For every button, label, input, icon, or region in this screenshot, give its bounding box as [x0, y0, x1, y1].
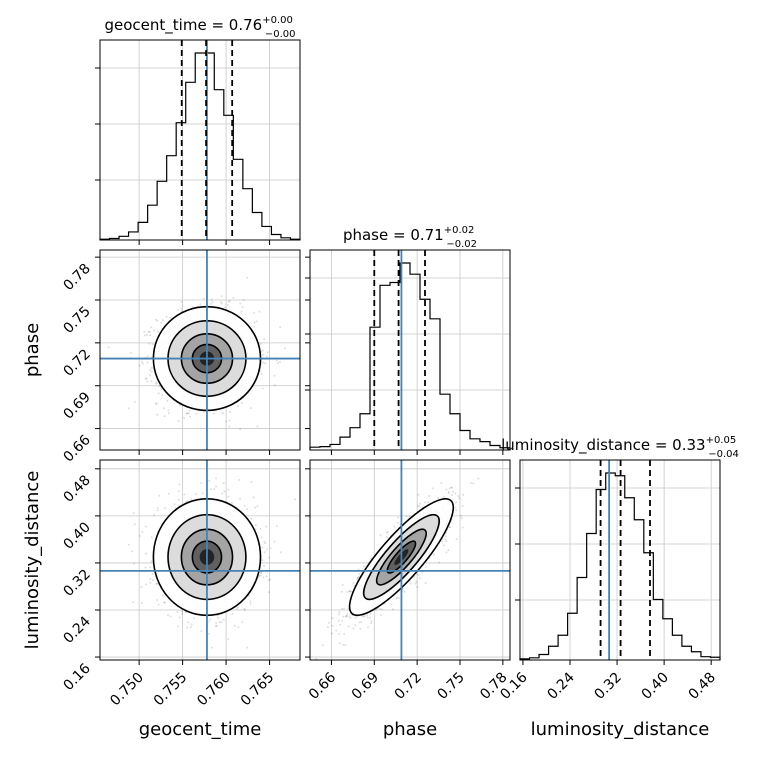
xlabel-geocent_time: geocent_time: [139, 719, 262, 740]
ytick-label-phase: 0.75: [60, 304, 93, 337]
ytick-label-phase: 0.66: [60, 432, 93, 465]
xtick-label-phase: 0.69: [349, 670, 382, 703]
xtick-label-luminosity_distance: 0.48: [686, 670, 719, 703]
hist-frame-geocent_time: [99, 39, 301, 241]
panel-phase-luminosity_distance: [310, 460, 510, 660]
title-geocent_time: geocent_time = 0.76+0.00 −0.00: [105, 15, 296, 40]
xtick-label-geocent_time: 0.765: [238, 670, 278, 710]
panel-geocent_time-phase: [100, 250, 300, 450]
xtick-label-phase: 0.75: [434, 670, 467, 703]
ytick-label-luminosity_distance: 0.48: [60, 472, 93, 505]
xtick-label-luminosity_distance: 0.32: [592, 670, 625, 703]
hist-frame-phase: [309, 249, 511, 451]
xlabel-luminosity_distance: luminosity_distance: [531, 719, 710, 740]
ytick-label-phase: 0.78: [60, 261, 93, 294]
ytick-label-luminosity_distance: 0.16: [60, 661, 93, 694]
xtick-label-geocent_time: 0.755: [151, 670, 191, 710]
histogram-phase: [309, 262, 511, 450]
panel-frame-phase-luminosity_distance: [309, 459, 511, 661]
title-phase: phase = 0.71+0.02 −0.02: [343, 225, 477, 250]
grid-0-0: [100, 40, 300, 240]
xtick-label-geocent_time: 0.750: [107, 670, 147, 710]
ytick-label-phase: 0.69: [60, 389, 93, 422]
ytick-label-luminosity_distance: 0.24: [60, 613, 93, 646]
xtick-label-luminosity_distance: 0.40: [639, 670, 672, 703]
panel-frame-geocent_time-phase: [99, 249, 301, 451]
xtick-label-phase: 0.66: [306, 669, 339, 702]
histogram-geocent_time: [99, 52, 301, 240]
title-luminosity_distance: luminosity_distance = 0.33+0.05 −0.04: [501, 435, 739, 460]
ytick-label-luminosity_distance: 0.40: [60, 519, 93, 552]
grid-1-1: [310, 250, 510, 450]
xtick-label-phase: 0.72: [392, 670, 425, 703]
hist-frame-luminosity_distance: [519, 459, 721, 661]
ytick-label-luminosity_distance: 0.32: [60, 566, 93, 599]
xtick-label-geocent_time: 0.760: [194, 670, 234, 710]
ylabel-luminosity_distance: luminosity_distance: [22, 471, 43, 650]
xlabel-phase: phase: [383, 719, 437, 740]
xtick-label-luminosity_distance: 0.24: [544, 669, 577, 702]
panel-geocent_time-luminosity_distance: [100, 460, 300, 660]
ytick-label-phase: 0.72: [60, 346, 93, 379]
panel-frame-geocent_time-luminosity_distance: [99, 459, 301, 661]
ylabel-phase: phase: [22, 323, 43, 377]
